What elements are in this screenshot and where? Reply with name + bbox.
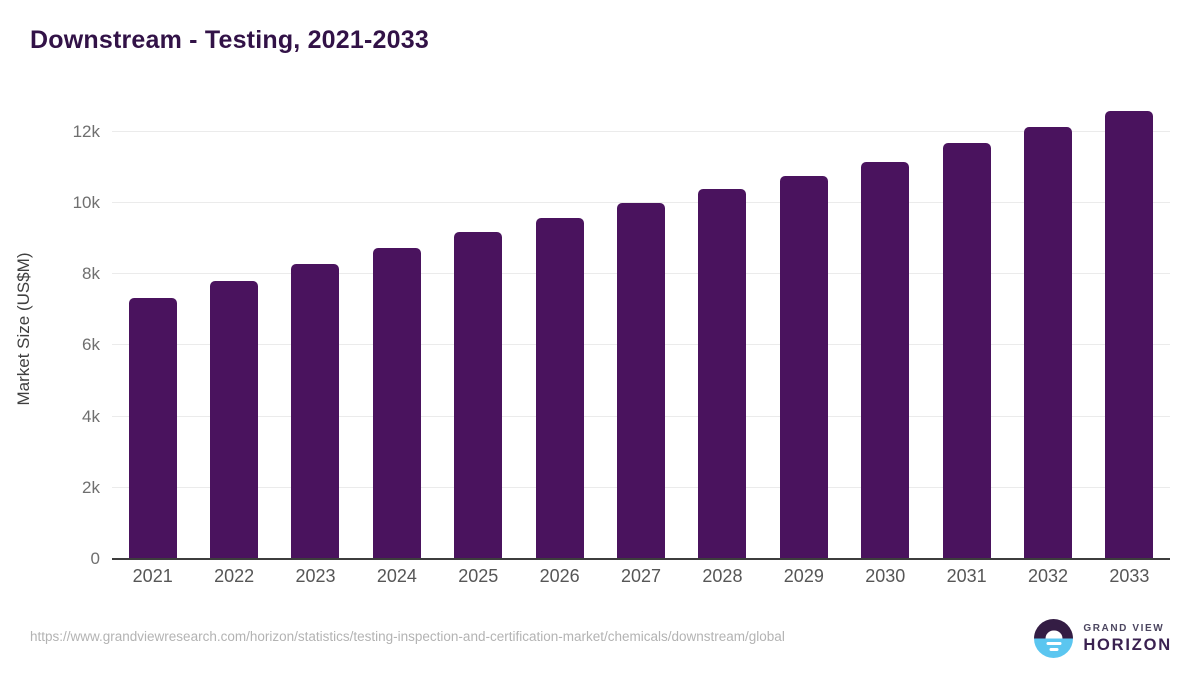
y-tick-label-10k: 10k xyxy=(72,192,100,212)
bar-2027[interactable] xyxy=(617,202,666,559)
x-tick-label-2026: 2026 xyxy=(539,566,580,586)
gridline-12k xyxy=(112,130,1170,132)
y-tick-label-0: 0 xyxy=(90,549,100,568)
bar-2033[interactable] xyxy=(1105,111,1154,559)
y-tick-label-6k: 6k xyxy=(82,335,100,355)
bar-slot-2021 xyxy=(112,99,193,559)
bar-slot-2025 xyxy=(438,99,519,559)
bar-slot-2028 xyxy=(682,99,763,559)
y-tick-label-8k: 8k xyxy=(82,264,100,284)
x-tick-label-2031: 2031 xyxy=(946,566,987,586)
logo-text-horizon: HORIZON xyxy=(1083,635,1172,654)
gridline-10k xyxy=(112,201,1170,203)
y-tick-label-2k: 2k xyxy=(82,477,100,497)
bar-2024[interactable] xyxy=(372,248,421,559)
bar-slot-2031 xyxy=(926,99,1007,559)
bar-series xyxy=(112,99,1170,559)
plot-area: 0 2k 4k 6k 8k 10k 12k xyxy=(73,99,1170,568)
bar-slot-2022 xyxy=(193,99,274,559)
y-tick-label-4k: 4k xyxy=(82,406,100,426)
bar-slot-2029 xyxy=(763,99,844,559)
x-tick-label-2021: 2021 xyxy=(132,566,173,586)
source-url: https://www.grandviewresearch.com/horizo… xyxy=(30,629,785,644)
chart-title: Downstream - Testing, 2021-2033 xyxy=(30,26,429,54)
bar-2021[interactable] xyxy=(128,298,177,559)
x-tick-label-2027: 2027 xyxy=(621,566,662,586)
y-tick-label-12k: 12k xyxy=(72,121,100,141)
x-tick-label-2028: 2028 xyxy=(702,566,743,586)
bar-2026[interactable] xyxy=(535,217,584,559)
bar-slot-2032 xyxy=(1007,99,1088,559)
logo-text-grand-view: GRAND VIEW xyxy=(1083,622,1165,634)
x-tick-label-2024: 2024 xyxy=(376,566,417,586)
bar-2030[interactable] xyxy=(861,162,910,559)
x-tick-label-2033: 2033 xyxy=(1109,566,1150,586)
bar-slot-2026 xyxy=(519,99,600,559)
y-axis-title: Market Size (US$M) xyxy=(14,252,33,406)
bar-slot-2024 xyxy=(356,99,437,559)
x-tick-label-2030: 2030 xyxy=(865,566,906,586)
x-tick-label-2025: 2025 xyxy=(458,566,499,586)
logo-text: GRAND VIEW HORIZON xyxy=(1083,623,1172,655)
x-tick-label-2029: 2029 xyxy=(783,566,824,586)
bar-2023[interactable] xyxy=(291,264,340,559)
x-axis-labels: 2021 2022 2023 2024 2025 2026 2027 2028 2029 2030… xyxy=(112,566,1170,587)
bar-2022[interactable] xyxy=(210,280,259,559)
bar-2031[interactable] xyxy=(942,142,991,559)
bar-2025[interactable] xyxy=(454,232,503,559)
x-tick-label-2032: 2032 xyxy=(1027,566,1069,586)
x-tick-label-2023: 2023 xyxy=(295,566,336,586)
bar-2028[interactable] xyxy=(698,189,747,559)
bar-2032[interactable] xyxy=(1023,127,1072,559)
x-tick-label-2022: 2022 xyxy=(214,566,255,586)
grand-view-horizon-logo: GRAND VIEW HORIZON xyxy=(1034,619,1172,658)
x-axis-line xyxy=(112,558,1170,560)
bar-slot-2023 xyxy=(275,99,356,559)
bar-2029[interactable] xyxy=(779,175,828,559)
bar-slot-2027 xyxy=(600,99,681,559)
horizon-sun-icon xyxy=(1034,619,1074,658)
bar-slot-2033 xyxy=(1089,99,1170,559)
bar-slot-2030 xyxy=(845,99,926,559)
